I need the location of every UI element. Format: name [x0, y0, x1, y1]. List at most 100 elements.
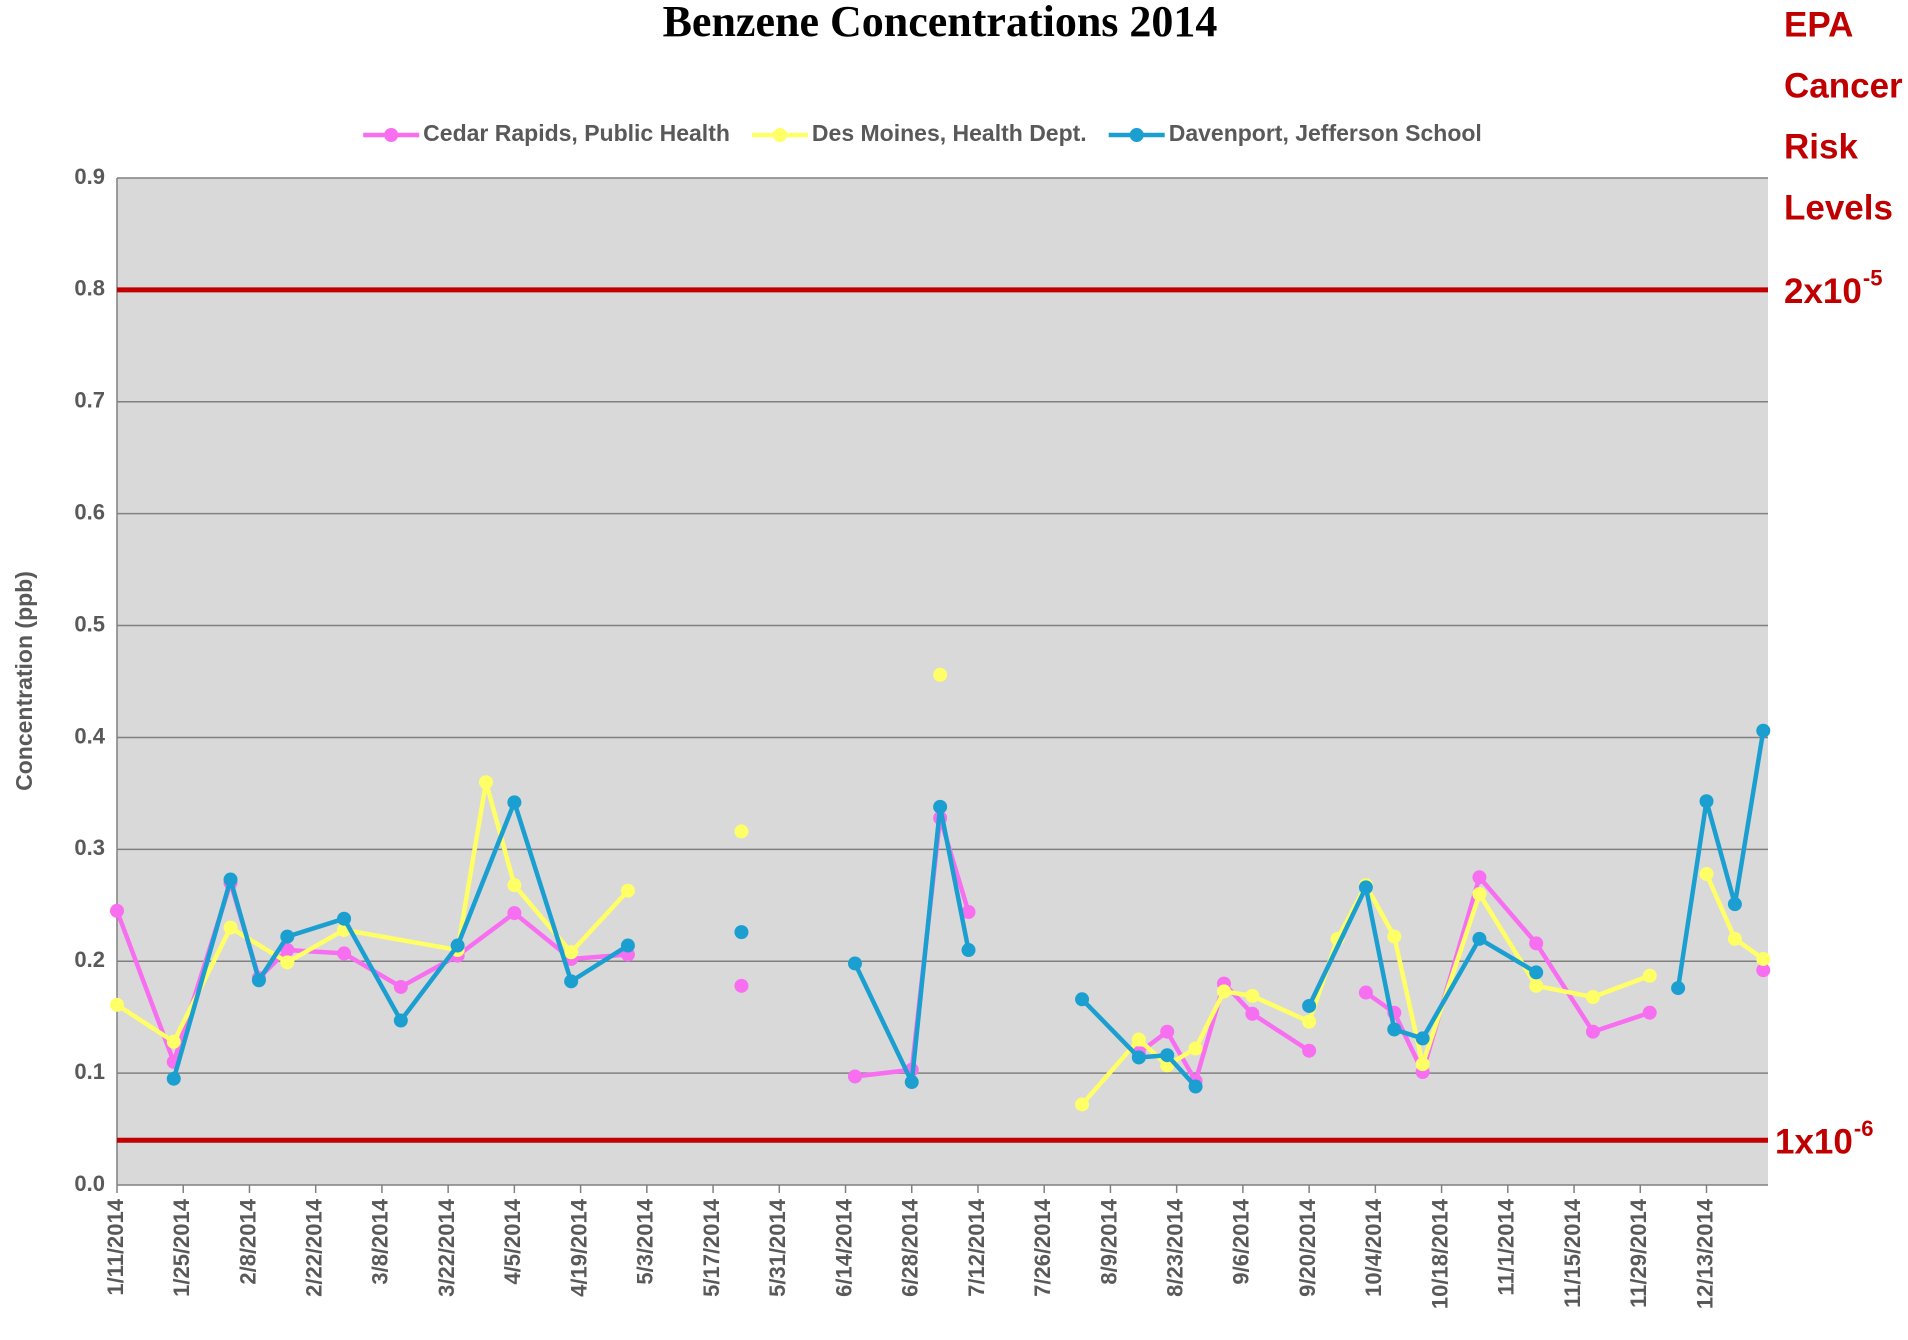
- data-point: [1529, 936, 1544, 951]
- x-tick-label: 12/13/2014: [1692, 1198, 1717, 1309]
- data-point: [847, 1069, 862, 1084]
- x-tick-label: 2/8/2014: [235, 1198, 260, 1284]
- x-tick-label: 7/12/2014: [964, 1198, 989, 1297]
- data-point: [1585, 1024, 1600, 1039]
- data-point: [1727, 897, 1742, 912]
- x-tick-label: 3/22/2014: [434, 1198, 459, 1297]
- data-point: [223, 920, 238, 935]
- x-tick-label: 5/31/2014: [765, 1198, 790, 1297]
- plot-area: [117, 178, 1768, 1185]
- data-point: [734, 978, 749, 993]
- annotation: Levels: [1784, 188, 1893, 227]
- data-point: [847, 956, 862, 971]
- data-point: [1216, 984, 1231, 999]
- data-point: [1415, 1031, 1430, 1046]
- data-point: [1302, 1043, 1317, 1058]
- data-point: [1131, 1032, 1146, 1047]
- data-point: [1160, 1024, 1175, 1039]
- legend-marker: [1129, 128, 1144, 142]
- data-point: [1302, 1014, 1317, 1029]
- data-point: [961, 904, 976, 919]
- data-point: [1727, 931, 1742, 946]
- x-tick-label: 3/8/2014: [368, 1198, 393, 1284]
- data-point: [1245, 1006, 1260, 1021]
- data-point: [1131, 1050, 1146, 1065]
- data-point: [734, 824, 749, 839]
- data-point: [1529, 965, 1544, 980]
- data-point: [478, 775, 493, 790]
- data-point: [507, 878, 522, 893]
- x-tick-label: 5/17/2014: [699, 1198, 724, 1297]
- data-point: [1529, 978, 1544, 993]
- data-point: [166, 1071, 181, 1086]
- reference-exponent: -6: [1854, 1116, 1874, 1141]
- data-point: [1472, 931, 1487, 946]
- x-tick-label: 11/15/2014: [1560, 1198, 1585, 1308]
- data-point: [1358, 880, 1373, 895]
- data-point: [1642, 1005, 1657, 1020]
- x-tick-label: 8/9/2014: [1096, 1198, 1121, 1284]
- data-point: [1642, 968, 1657, 983]
- legend-label: Des Moines, Health Dept.: [812, 120, 1087, 146]
- data-point: [280, 929, 295, 944]
- data-point: [110, 997, 124, 1012]
- data-point: [564, 974, 579, 989]
- x-tick-label: 6/28/2014: [898, 1198, 923, 1297]
- data-point: [564, 945, 579, 960]
- reference-exponent: -5: [1863, 266, 1883, 291]
- y-axis-label: Concentration (ppb): [11, 571, 37, 791]
- data-point: [1358, 985, 1373, 1000]
- x-tick-label: 9/20/2014: [1295, 1198, 1320, 1297]
- legend-marker: [384, 128, 399, 142]
- data-point: [933, 667, 948, 682]
- data-point: [933, 799, 948, 814]
- data-point: [223, 872, 238, 887]
- y-tick-label: 0.7: [74, 388, 105, 413]
- data-point: [1699, 866, 1714, 881]
- x-tick-label: 1/11/2014: [103, 1198, 128, 1295]
- data-point: [1387, 1022, 1402, 1037]
- x-tick-label: 1/25/2014: [169, 1198, 194, 1297]
- x-tick-label: 4/19/2014: [566, 1198, 591, 1297]
- data-point: [1756, 723, 1771, 738]
- data-point: [1160, 1048, 1175, 1063]
- data-point: [961, 943, 976, 958]
- annotation: Cancer: [1784, 66, 1903, 105]
- x-tick-label: 10/18/2014: [1427, 1198, 1452, 1309]
- y-tick-label: 0.4: [74, 723, 105, 748]
- data-point: [393, 979, 408, 994]
- y-tick-label: 0.8: [74, 276, 105, 301]
- data-point: [1075, 1097, 1090, 1112]
- data-point: [337, 946, 352, 961]
- y-tick-label: 0.1: [74, 1059, 105, 1084]
- x-tick-label: 2/22/2014: [302, 1198, 327, 1297]
- data-point: [166, 1034, 181, 1049]
- data-point: [734, 925, 749, 940]
- x-tick-label: 5/3/2014: [633, 1198, 658, 1284]
- y-tick-label: 0.2: [74, 947, 105, 972]
- annotation: EPA: [1784, 5, 1853, 44]
- legend-marker: [772, 128, 787, 142]
- data-point: [1472, 887, 1487, 902]
- data-point: [1302, 998, 1317, 1013]
- data-point: [1245, 988, 1260, 1003]
- data-point: [1699, 794, 1714, 809]
- data-point: [1188, 1041, 1203, 1056]
- legend: Cedar Rapids, Public Health Des Moines, H…: [363, 120, 1482, 146]
- data-point: [1472, 870, 1487, 885]
- reference-label: 1x10: [1775, 1122, 1853, 1161]
- series-line: [171, 730, 1766, 1089]
- data-point: [620, 938, 635, 953]
- data-point: [393, 1013, 408, 1028]
- data-point: [251, 973, 266, 988]
- x-tick-label: 7/26/2014: [1030, 1198, 1055, 1297]
- reference-label: 2x10: [1784, 272, 1862, 311]
- x-tick-label: 6/14/2014: [831, 1198, 856, 1297]
- data-point: [1387, 929, 1402, 944]
- data-point: [280, 943, 295, 958]
- x-tick-label: 10/4/2014: [1361, 1198, 1386, 1297]
- data-point: [280, 955, 295, 970]
- data-point: [1671, 981, 1686, 996]
- y-tick-label: 0.9: [74, 164, 105, 189]
